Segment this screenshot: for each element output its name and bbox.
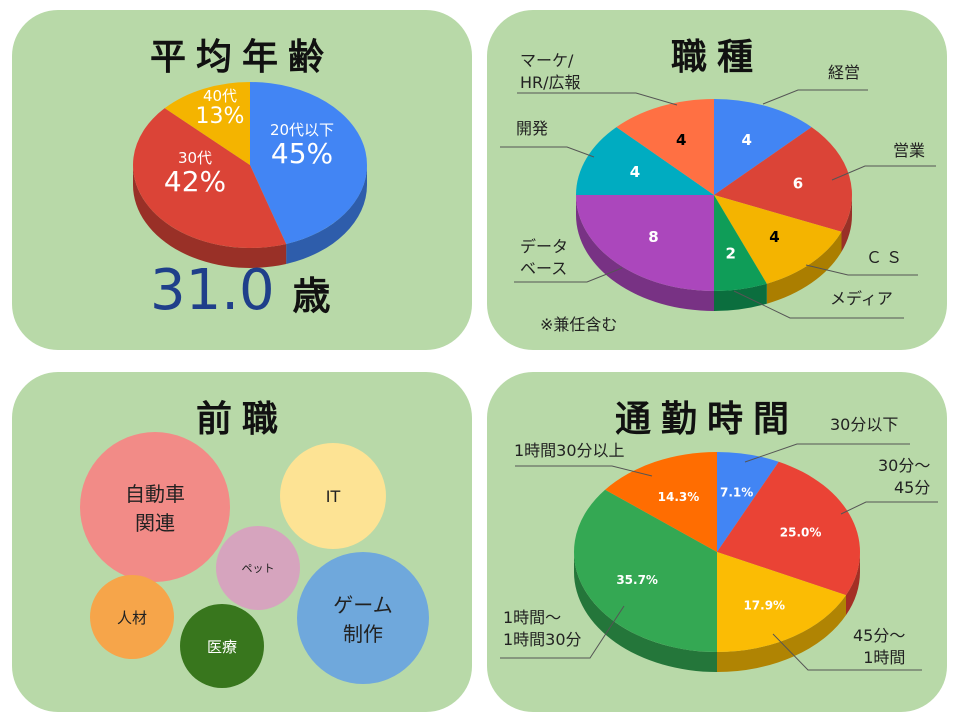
leader-line [744, 443, 910, 463]
commute-label: 30分以下 [830, 415, 899, 434]
age-title: 平均年齢 [149, 37, 334, 78]
age-slice-label: 40代 13% [190, 88, 250, 129]
leader-lines [500, 89, 938, 671]
bubble-game: ゲーム 制作 [297, 552, 429, 684]
bubble-medical: 医療 [180, 604, 264, 688]
age-percent: 13% [195, 103, 245, 129]
bubble-pet: ペット [216, 526, 300, 610]
pie-value-label: 14.3% [658, 490, 700, 504]
commute-label: 45分～ 1時間 [853, 626, 906, 667]
age-percent: 45% [270, 136, 334, 170]
pie-slice-side [576, 195, 714, 311]
pie-value-label: 35.7% [616, 573, 658, 587]
leader-line [762, 89, 868, 105]
commute-pie: 7.1% 25.0% 17.9% 35.7% 14.3% [573, 452, 860, 672]
age-slice-label: 20代以下 45% [262, 122, 342, 169]
pie-value-label: 6 [793, 174, 803, 192]
age-slice-label: 30代 42% [155, 150, 235, 197]
pie-value-label: 4 [742, 131, 752, 149]
pie-slice-side [846, 552, 860, 616]
leader-line [500, 146, 595, 158]
pie-slice [717, 461, 860, 596]
job-label: メディア [830, 289, 893, 308]
commute-label: 1時間～ 1時間30分 [503, 608, 582, 649]
bubble-hr: 人材 [90, 575, 174, 659]
pie-slice-side [717, 595, 847, 672]
job-label: データ ベース [520, 237, 569, 278]
pie-value-label: 8 [648, 228, 658, 246]
average-age-value: 31.0 [150, 258, 275, 323]
pie-slice [714, 195, 767, 291]
job-title: 職種 [670, 37, 763, 78]
age-category: 40代 [202, 87, 238, 105]
commute-label: 30分～ 45分 [878, 456, 931, 497]
pie-value-label: 4 [676, 131, 686, 149]
pie-value-label: 17.9% [743, 598, 785, 612]
job-label: 営業 [893, 141, 926, 160]
pie-value-label: 4 [769, 228, 779, 246]
bubble-it: IT [280, 443, 386, 549]
job-label: マーケ/ HR/広報 [520, 51, 581, 92]
leader-line [515, 465, 653, 477]
commute-title: 通勤時間 [614, 399, 799, 440]
age-category: 20代以下 [269, 121, 335, 139]
pie-slice [714, 127, 852, 232]
pie-slice [133, 108, 287, 248]
bubble-automotive: 自動車 関連 [80, 432, 230, 582]
pie-slice [250, 82, 367, 244]
pie-slice-side [133, 165, 287, 269]
age-pie [133, 82, 367, 269]
leader-line [517, 92, 678, 106]
commute-label: 1時間30分以上 [514, 441, 625, 460]
leader-line [772, 633, 922, 671]
job-label: 開発 [516, 119, 549, 138]
pie-slice [717, 452, 779, 552]
pie-value-label: 7.1% [720, 486, 753, 500]
leader-line [840, 501, 938, 515]
leader-line [514, 267, 623, 283]
pie-slice [616, 99, 714, 195]
leader-line [733, 290, 904, 319]
job-label: ＣＳ [866, 248, 907, 267]
pie-value-label: 25.0% [780, 525, 822, 539]
pie-slice [717, 552, 847, 652]
leader-line [805, 264, 918, 276]
job-label: 経営 [828, 63, 861, 82]
pie-slice [576, 195, 714, 291]
pie-slice-side [766, 231, 842, 304]
age-percent: 42% [163, 164, 227, 198]
pie-slice-side [286, 165, 367, 264]
pie-slice [605, 452, 717, 552]
pie-slice-side [714, 283, 767, 311]
job-pie: 4 6 4 2 8 4 4 [576, 99, 852, 311]
pie-slice [573, 489, 717, 652]
pie-slice [576, 127, 714, 195]
leader-line [831, 165, 936, 181]
age-category: 30代 [177, 149, 213, 167]
previous-job-title: 前職 [195, 399, 288, 440]
leader-line [500, 605, 625, 659]
average-age: 31.0 歳 [150, 258, 331, 323]
pie-value-label: 4 [630, 163, 640, 181]
pie-slice [714, 195, 842, 284]
job-note: ※兼任含む [540, 315, 618, 334]
pie-value-label: 2 [725, 244, 735, 262]
pie-slice-side [841, 195, 852, 252]
average-age-unit: 歳 [292, 274, 331, 318]
pie-slice [164, 82, 250, 165]
pie-slice [714, 99, 812, 195]
